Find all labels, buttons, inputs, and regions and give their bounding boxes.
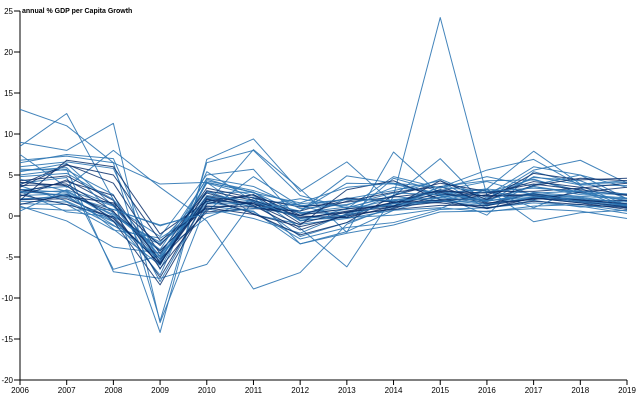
y-tick-label: 15 — [4, 89, 13, 98]
series-line — [19, 200, 628, 245]
series-line — [19, 190, 628, 260]
series-line — [19, 182, 628, 278]
y-tick-label: 25 — [4, 7, 13, 16]
x-tick-label: 2006 — [11, 386, 29, 395]
y-tick-label: -20 — [1, 376, 13, 385]
x-tick-label: 2009 — [151, 386, 169, 395]
series-line — [19, 172, 628, 264]
x-tick-label: 2010 — [198, 386, 216, 395]
x-tick-label: 2007 — [58, 386, 76, 395]
x-tick-label: 2011 — [245, 386, 263, 395]
series-line — [19, 176, 628, 266]
series-group — [19, 17, 628, 333]
series-line — [19, 159, 628, 235]
y-tick-label: -15 — [1, 335, 13, 344]
series-line — [19, 168, 628, 279]
y-tick-label: 10 — [4, 130, 13, 139]
series-line — [19, 164, 628, 242]
y-axis: -20 -15 -10 -5 0 5 10 15 20 25 — [1, 7, 21, 385]
series-line — [19, 159, 628, 270]
y-tick-label: 20 — [4, 48, 13, 57]
series-line — [19, 196, 628, 226]
x-tick-label: 2013 — [338, 386, 356, 395]
series-line — [19, 163, 628, 255]
y-tick-label: 0 — [9, 212, 14, 221]
x-tick-label: 2015 — [431, 386, 449, 395]
series-line — [19, 177, 628, 286]
x-tick-label: 2016 — [478, 386, 496, 395]
y-tick-label: 5 — [9, 171, 14, 180]
series-line — [19, 189, 628, 247]
x-axis: 2006 2007 2008 2009 2010 2011 2012 2013 2014 2015… — [11, 379, 636, 395]
y-tick-label: -10 — [1, 294, 13, 303]
x-tick-label: 2008 — [104, 386, 122, 395]
x-tick-label: 2017 — [525, 386, 543, 395]
series-line — [19, 149, 628, 290]
series-line — [19, 172, 628, 257]
x-tick-label: 2019 — [618, 386, 636, 395]
chart-title: annual % GDP per Capita Growth — [22, 8, 132, 15]
x-tick-label: 2014 — [385, 386, 403, 395]
y-tick-label: -5 — [6, 253, 14, 262]
x-tick-label: 2012 — [291, 386, 309, 395]
x-tick-label: 2018 — [571, 386, 589, 395]
